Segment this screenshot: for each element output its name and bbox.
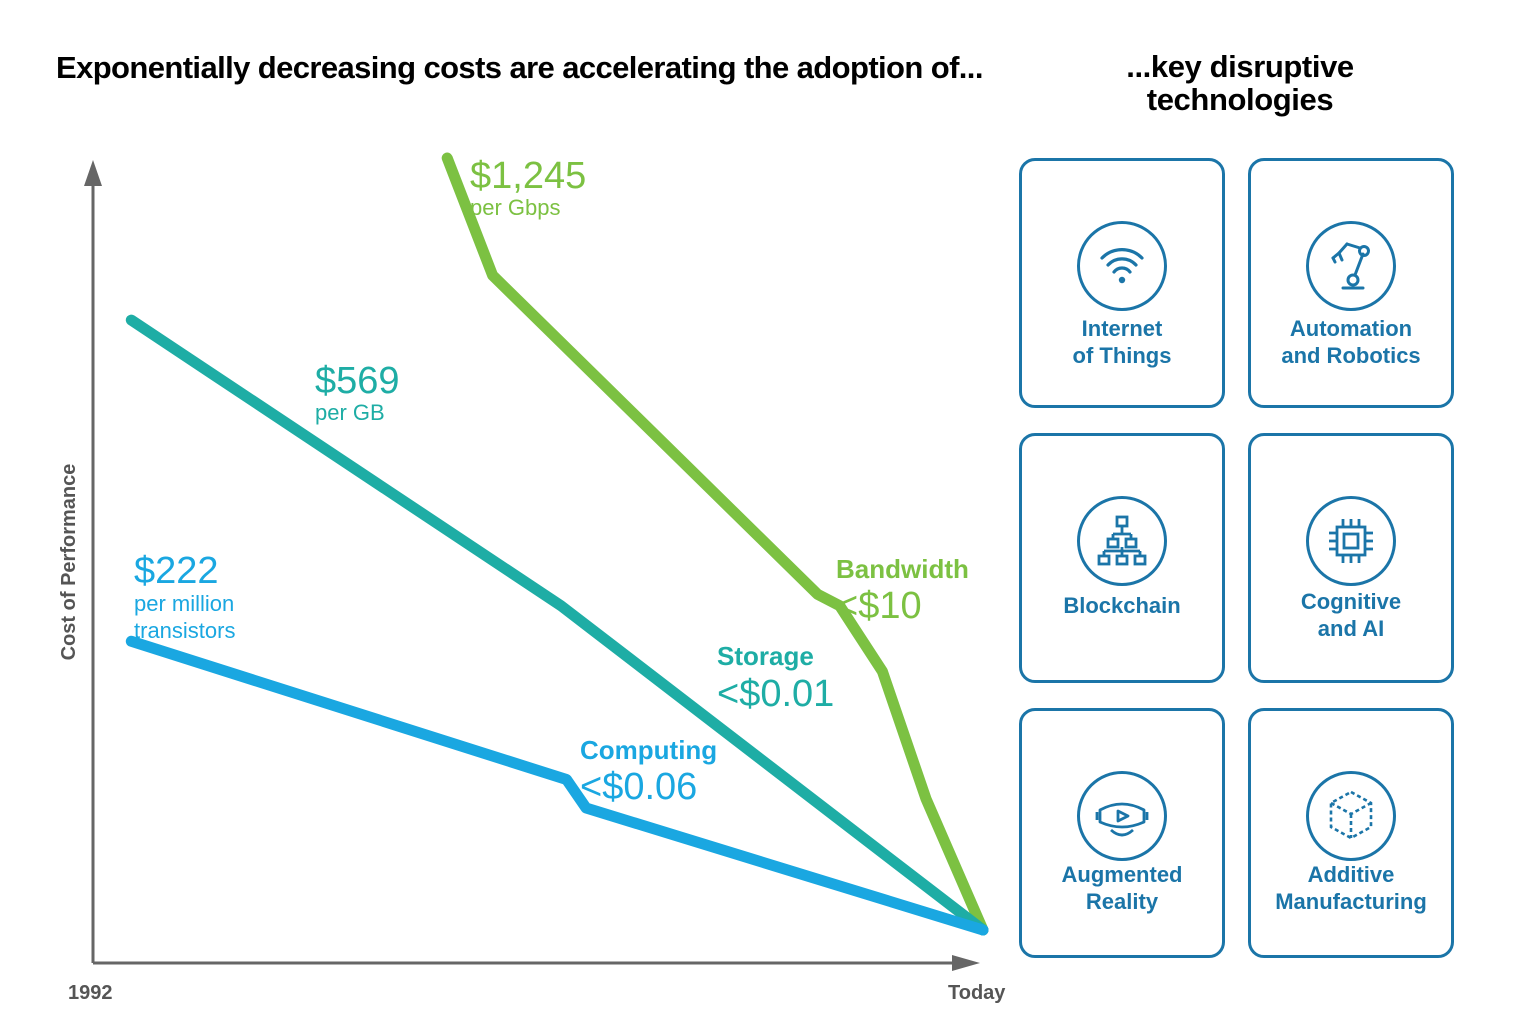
card-label-additive-manufacturing: Additive Manufacturing <box>1275 862 1427 914</box>
start-unit-bandwidth: per Gbps <box>470 195 561 220</box>
icon-circle <box>1077 496 1167 586</box>
card-internet-of-things: Internet of Things <box>1019 158 1225 408</box>
start-unit-storage: per GB <box>315 400 385 425</box>
wifi-icon <box>1100 248 1144 284</box>
card-label-internet-of-things: Internet of Things <box>1072 316 1172 368</box>
card-label-cognitive-and-ai: Cognitive and AI <box>1300 589 1402 641</box>
card-label-augmented-reality: Augmented Reality <box>1061 862 1183 914</box>
x-tick-label-end: Today <box>948 982 1006 1004</box>
icon-circle <box>1306 496 1396 586</box>
series-label-bandwidth: Bandwidth <box>836 554 969 584</box>
icon-circle <box>1077 771 1167 861</box>
robot-arm-icon <box>1331 242 1370 290</box>
x-axis-arrow <box>952 955 980 971</box>
cube-icon <box>1329 790 1373 840</box>
y-axis-arrow <box>84 160 102 186</box>
series-label-computing: Computing <box>580 735 717 765</box>
card-blockchain: Blockchain <box>1019 433 1225 683</box>
end-value-storage: <$0.01 <box>717 673 834 715</box>
start-unit-computing: per million <box>134 591 234 616</box>
vr-headset-icon <box>1095 802 1149 837</box>
chip-icon <box>1329 519 1373 563</box>
technologies-title: ...key disruptive technologies <box>1126 49 1354 117</box>
series-line-computing <box>125 635 989 936</box>
start-value-storage: $569 <box>315 360 400 402</box>
card-cognitive-and-ai: Cognitive and AI <box>1248 433 1454 683</box>
start-unit-computing-line2: transistors <box>134 618 235 643</box>
x-tick-label-start: 1992 <box>68 982 113 1004</box>
start-value-bandwidth: $1,245 <box>470 155 586 197</box>
icon-circle <box>1077 221 1167 311</box>
y-axis-label: Cost of Performance <box>58 464 80 661</box>
hierarchy-icon <box>1097 515 1147 566</box>
series-line-storage <box>125 314 989 936</box>
card-additive-manufacturing: Additive Manufacturing <box>1248 708 1454 958</box>
card-label-automation-and-robotics: Automation and Robotics <box>1281 316 1421 368</box>
series-label-storage: Storage <box>717 641 814 671</box>
chart-title: Exponentially decreasing costs are accel… <box>56 50 983 85</box>
card-augmented-reality: Augmented Reality <box>1019 708 1225 958</box>
card-automation-and-robotics: Automation and Robotics <box>1248 158 1454 408</box>
end-value-computing: <$0.06 <box>580 766 697 808</box>
icon-circle <box>1306 771 1396 861</box>
card-label-blockchain: Blockchain <box>1063 593 1181 618</box>
series-line-bandwidth <box>441 152 989 936</box>
icon-circle <box>1306 221 1396 311</box>
start-value-computing: $222 <box>134 550 219 592</box>
end-value-bandwidth: <$10 <box>836 585 922 627</box>
